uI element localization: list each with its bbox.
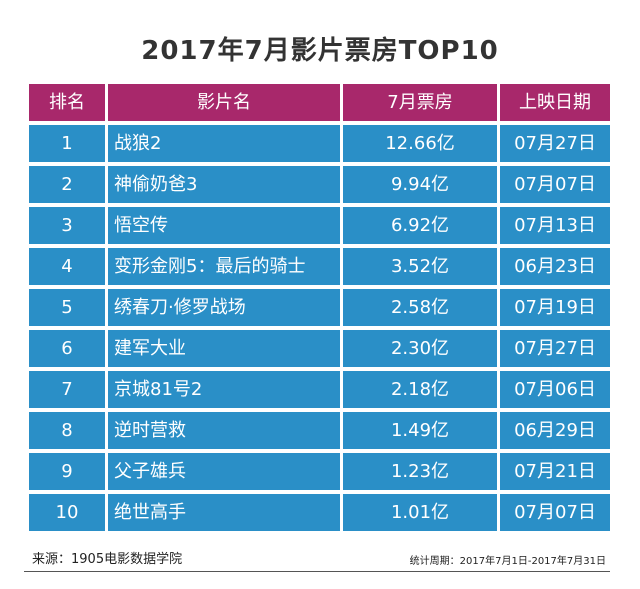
release-date-cell: 06月29日 bbox=[500, 412, 610, 449]
rank-cell: 10 bbox=[29, 494, 105, 531]
box-office-cell: 12.66亿 bbox=[343, 125, 497, 162]
rank-cell: 9 bbox=[29, 453, 105, 490]
movie-name-cell: 父子雄兵 bbox=[108, 453, 340, 490]
movie-name-cell: 悟空传 bbox=[108, 207, 340, 244]
chart-title: 2017年7月影片票房TOP10 bbox=[141, 36, 499, 66]
header-box-office: 7月票房 bbox=[343, 84, 497, 121]
table-row: 7 京城81号2 2.18亿 07月06日 bbox=[29, 371, 610, 408]
movie-name-cell: 绣春刀·修罗战场 bbox=[108, 289, 340, 326]
movie-name-cell: 战狼2 bbox=[108, 125, 340, 162]
table-row: 1 战狼2 12.66亿 07月27日 bbox=[29, 125, 610, 162]
movie-name-cell: 变形金刚5：最后的骑士 bbox=[108, 248, 340, 285]
table-row: 5 绣春刀·修罗战场 2.58亿 07月19日 bbox=[29, 289, 610, 326]
box-office-cell: 3.52亿 bbox=[343, 248, 497, 285]
box-office-cell: 2.18亿 bbox=[343, 371, 497, 408]
table-row: 8 逆时营救 1.49亿 06月29日 bbox=[29, 412, 610, 449]
box-office-cell: 2.58亿 bbox=[343, 289, 497, 326]
table-row: 2 神偷奶爸3 9.94亿 07月07日 bbox=[29, 166, 610, 203]
movie-name-cell: 逆时营救 bbox=[108, 412, 340, 449]
rank-cell: 5 bbox=[29, 289, 105, 326]
table-row: 4 变形金刚5：最后的骑士 3.52亿 06月23日 bbox=[29, 248, 610, 285]
rank-cell: 1 bbox=[29, 125, 105, 162]
release-date-cell: 07月27日 bbox=[500, 330, 610, 367]
statistics-period: 统计周期：2017年7月1日-2017年7月31日 bbox=[409, 556, 606, 567]
table-row: 9 父子雄兵 1.23亿 07月21日 bbox=[29, 453, 610, 490]
source-note: 来源：1905电影数据学院 bbox=[32, 552, 183, 567]
header-movie-name: 影片名 bbox=[108, 84, 340, 121]
release-date-cell: 07月06日 bbox=[500, 371, 610, 408]
release-date-cell: 07月13日 bbox=[500, 207, 610, 244]
release-date-cell: 07月27日 bbox=[500, 125, 610, 162]
rank-cell: 6 bbox=[29, 330, 105, 367]
table-row: 10 绝世高手 1.01亿 07月07日 bbox=[29, 494, 610, 531]
table-row: 3 悟空传 6.92亿 07月13日 bbox=[29, 207, 610, 244]
movie-name-cell: 建军大业 bbox=[108, 330, 340, 367]
box-office-table: 排名 影片名 7月票房 上映日期 1 战狼2 12.66亿 07月27日 2 神偷奶爸3 9… bbox=[29, 84, 610, 535]
table-row: 6 建军大业 2.30亿 07月27日 bbox=[29, 330, 610, 367]
release-date-cell: 07月19日 bbox=[500, 289, 610, 326]
rank-cell: 4 bbox=[29, 248, 105, 285]
table-header-row: 排名 影片名 7月票房 上映日期 bbox=[29, 84, 610, 121]
header-rank: 排名 bbox=[29, 84, 105, 121]
box-office-cell: 2.30亿 bbox=[343, 330, 497, 367]
box-office-cell: 9.94亿 bbox=[343, 166, 497, 203]
movie-name-cell: 绝世高手 bbox=[108, 494, 340, 531]
rank-cell: 8 bbox=[29, 412, 105, 449]
release-date-cell: 07月07日 bbox=[500, 166, 610, 203]
movie-name-cell: 神偷奶爸3 bbox=[108, 166, 340, 203]
box-office-cell: 6.92亿 bbox=[343, 207, 497, 244]
release-date-cell: 06月23日 bbox=[500, 248, 610, 285]
header-release-date: 上映日期 bbox=[500, 84, 610, 121]
rank-cell: 3 bbox=[29, 207, 105, 244]
release-date-cell: 07月07日 bbox=[500, 494, 610, 531]
box-office-cell: 1.01亿 bbox=[343, 494, 497, 531]
release-date-cell: 07月21日 bbox=[500, 453, 610, 490]
footer-divider bbox=[24, 571, 610, 572]
movie-name-cell: 京城81号2 bbox=[108, 371, 340, 408]
box-office-cell: 1.23亿 bbox=[343, 453, 497, 490]
rank-cell: 7 bbox=[29, 371, 105, 408]
box-office-cell: 1.49亿 bbox=[343, 412, 497, 449]
rank-cell: 2 bbox=[29, 166, 105, 203]
